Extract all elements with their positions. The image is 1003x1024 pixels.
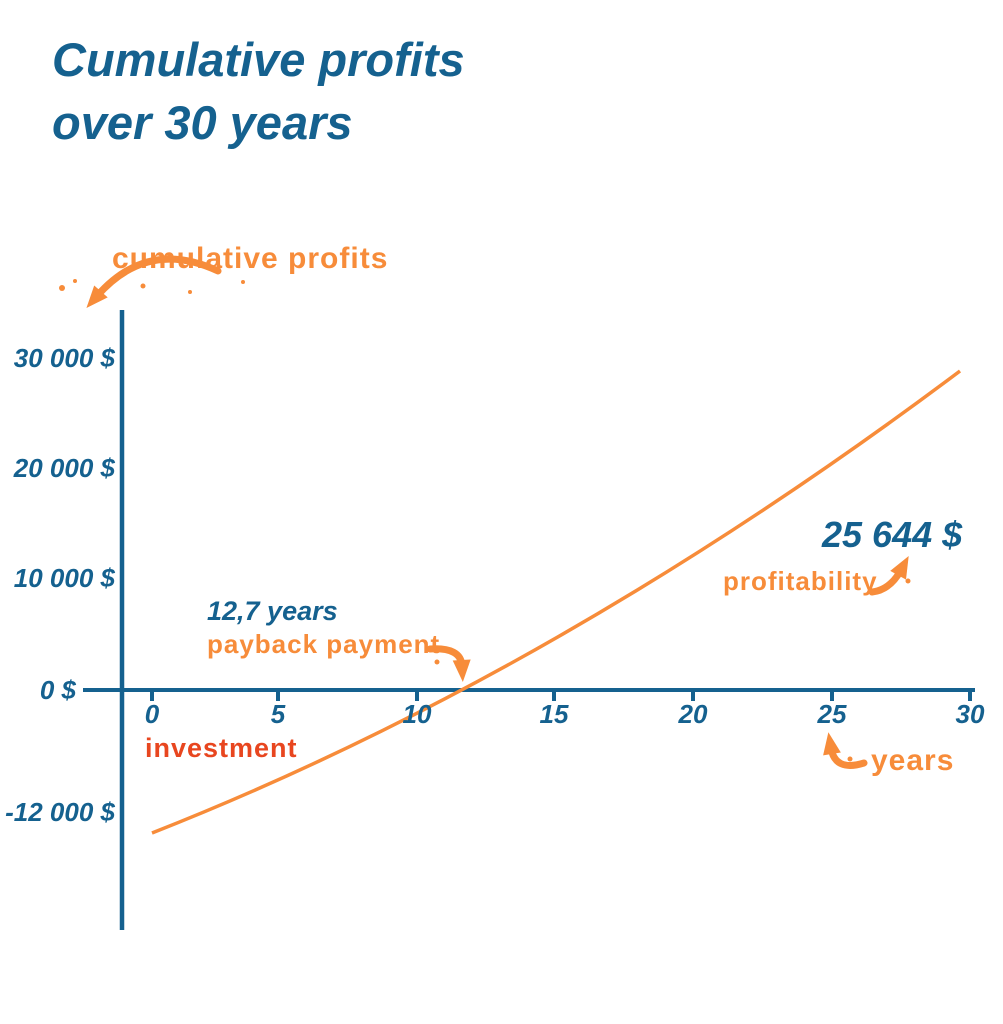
payback-payment-label: payback payment [207, 629, 441, 659]
x-tick-label-15: 15 [539, 699, 569, 729]
x-tick-label-5: 5 [270, 699, 286, 729]
paint-speckles [59, 279, 911, 762]
x-tick-label-0: 0 [144, 699, 160, 729]
y-tick-label-20000: 20 000 $ [13, 453, 115, 483]
x-tick-label-25: 25 [817, 699, 847, 729]
x-axis-annotation: years [871, 744, 955, 777]
y-tick-label-0: 0 $ [39, 675, 76, 705]
x-tick-label-30: 30 [955, 699, 985, 729]
profitability-label: profitability [723, 566, 878, 596]
x-tick-label-20: 20 [678, 699, 708, 729]
x-tick-label-10: 10 [402, 699, 432, 729]
chart-title-line2: over 30 years [52, 96, 353, 149]
payback-arrow-icon [426, 645, 471, 682]
cumulative-profits-curve [151, 369, 962, 835]
x-axis-ticks [150, 690, 972, 701]
cumulative-profits-arrow-icon [86, 255, 222, 309]
payback-years-value: 12,7 years [207, 596, 338, 626]
y-tick-label-minus12000: -12 000 $ [5, 797, 115, 827]
years-arrow-icon [823, 732, 868, 769]
profitability-arrow-icon [868, 555, 909, 596]
final-profit-value: 25 644 $ [822, 514, 963, 555]
y-tick-label-10000: 10 000 $ [13, 563, 115, 593]
y-tick-label-30000: 30 000 $ [13, 343, 115, 373]
chart-title: Cumulative profits over 30 years [52, 28, 465, 154]
chart-title-line1: Cumulative profits [52, 33, 465, 86]
investment-label: investment [145, 733, 298, 763]
y-axis-annotation: cumulative profits [112, 242, 389, 275]
